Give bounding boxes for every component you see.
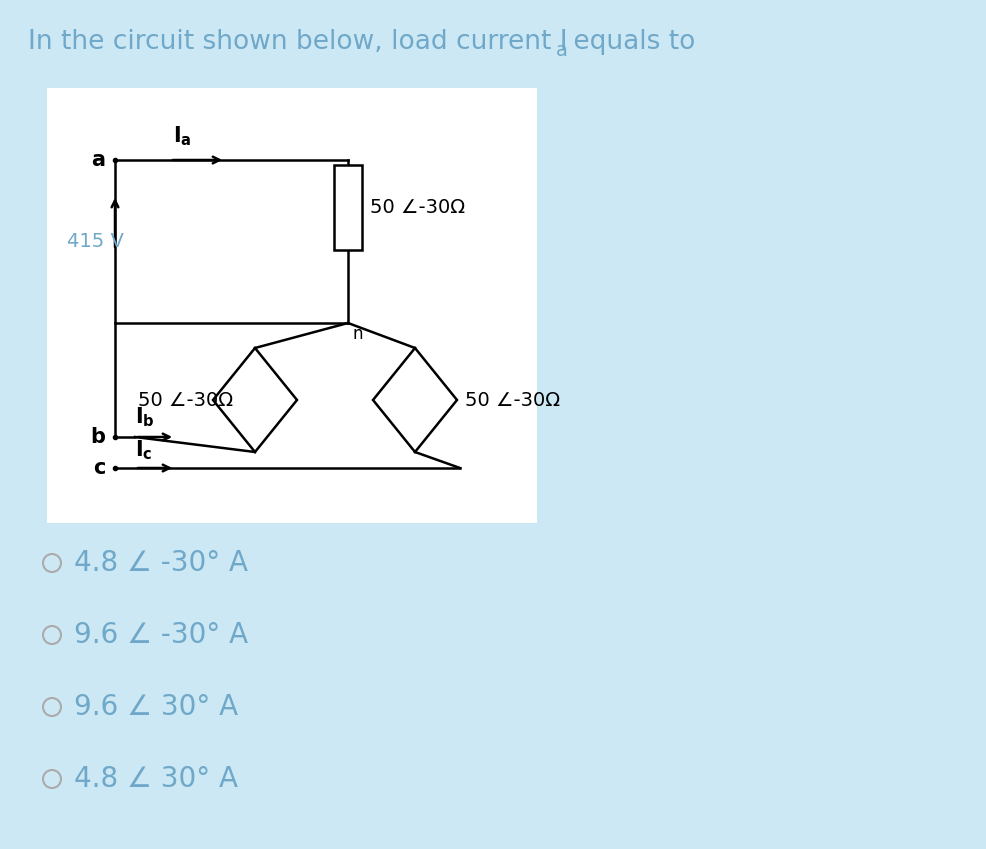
- Text: 9.6 ∠ -30° A: 9.6 ∠ -30° A: [74, 621, 247, 649]
- Bar: [333, 165, 362, 250]
- Text: $\mathbf{I_c}$: $\mathbf{I_c}$: [135, 438, 153, 462]
- Text: n: n: [353, 325, 363, 343]
- Text: a: a: [555, 41, 567, 59]
- Text: c: c: [93, 458, 105, 478]
- Text: In the circuit shown below, load current I: In the circuit shown below, load current…: [28, 29, 567, 55]
- Text: equals to: equals to: [564, 29, 695, 55]
- Text: 9.6 ∠ 30° A: 9.6 ∠ 30° A: [74, 693, 238, 721]
- Polygon shape: [373, 348, 457, 452]
- Polygon shape: [213, 348, 297, 452]
- Text: b: b: [90, 427, 105, 447]
- Text: 50 ∠-30Ω: 50 ∠-30Ω: [464, 391, 560, 409]
- Text: 4.8 ∠ 30° A: 4.8 ∠ 30° A: [74, 765, 238, 793]
- Bar: [47, 88, 536, 523]
- Text: 4.8 ∠ -30° A: 4.8 ∠ -30° A: [74, 549, 247, 577]
- Text: $\mathbf{I_b}$: $\mathbf{I_b}$: [135, 405, 155, 429]
- Text: 415 V: 415 V: [67, 232, 124, 251]
- Text: 50 ∠-30Ω: 50 ∠-30Ω: [370, 198, 464, 217]
- Text: a: a: [91, 150, 105, 170]
- Text: $\mathbf{I_a}$: $\mathbf{I_a}$: [173, 124, 191, 148]
- Text: 50 ∠-30Ω: 50 ∠-30Ω: [138, 391, 233, 409]
